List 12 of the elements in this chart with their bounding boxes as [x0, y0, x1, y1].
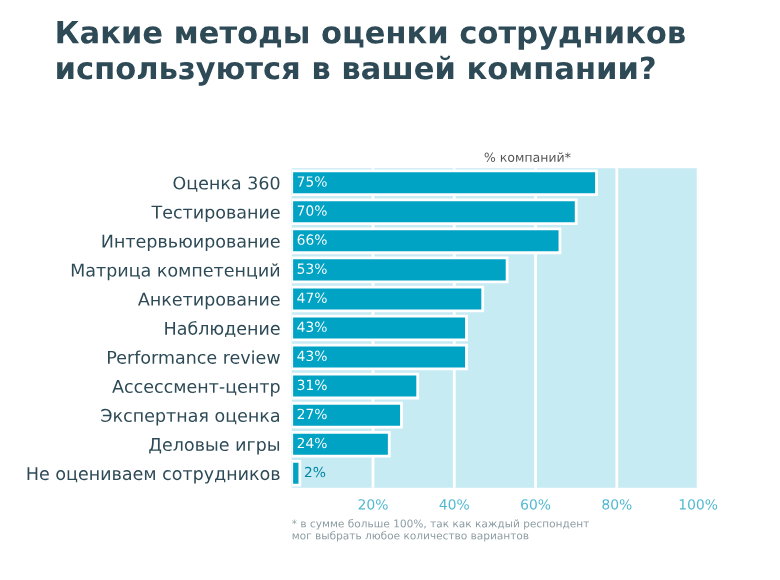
y-tick-label: Экспертная оценка	[101, 408, 280, 426]
chart-title: Какие методы оценки сотрудников используются в вашей компании?	[57, 21, 685, 86]
y-tick-label: Деловые игры	[149, 438, 280, 455]
y-tick-label: Не оцениваем сотрудников	[27, 467, 280, 484]
y-tick-label: Матрица компетенций	[71, 263, 280, 281]
y-tick-label: Интервьюирование	[102, 234, 280, 252]
y-tick-label: Анкетирование	[137, 292, 280, 310]
y-tick-label: Ассессмент-центр	[112, 379, 280, 397]
y-tick-label: Оценка 360	[173, 176, 280, 192]
y-tick-label: Наблюдение	[165, 321, 280, 338]
y-tick-label: Тестирование	[151, 205, 280, 223]
y-tick-label: Performance review	[108, 350, 280, 364]
